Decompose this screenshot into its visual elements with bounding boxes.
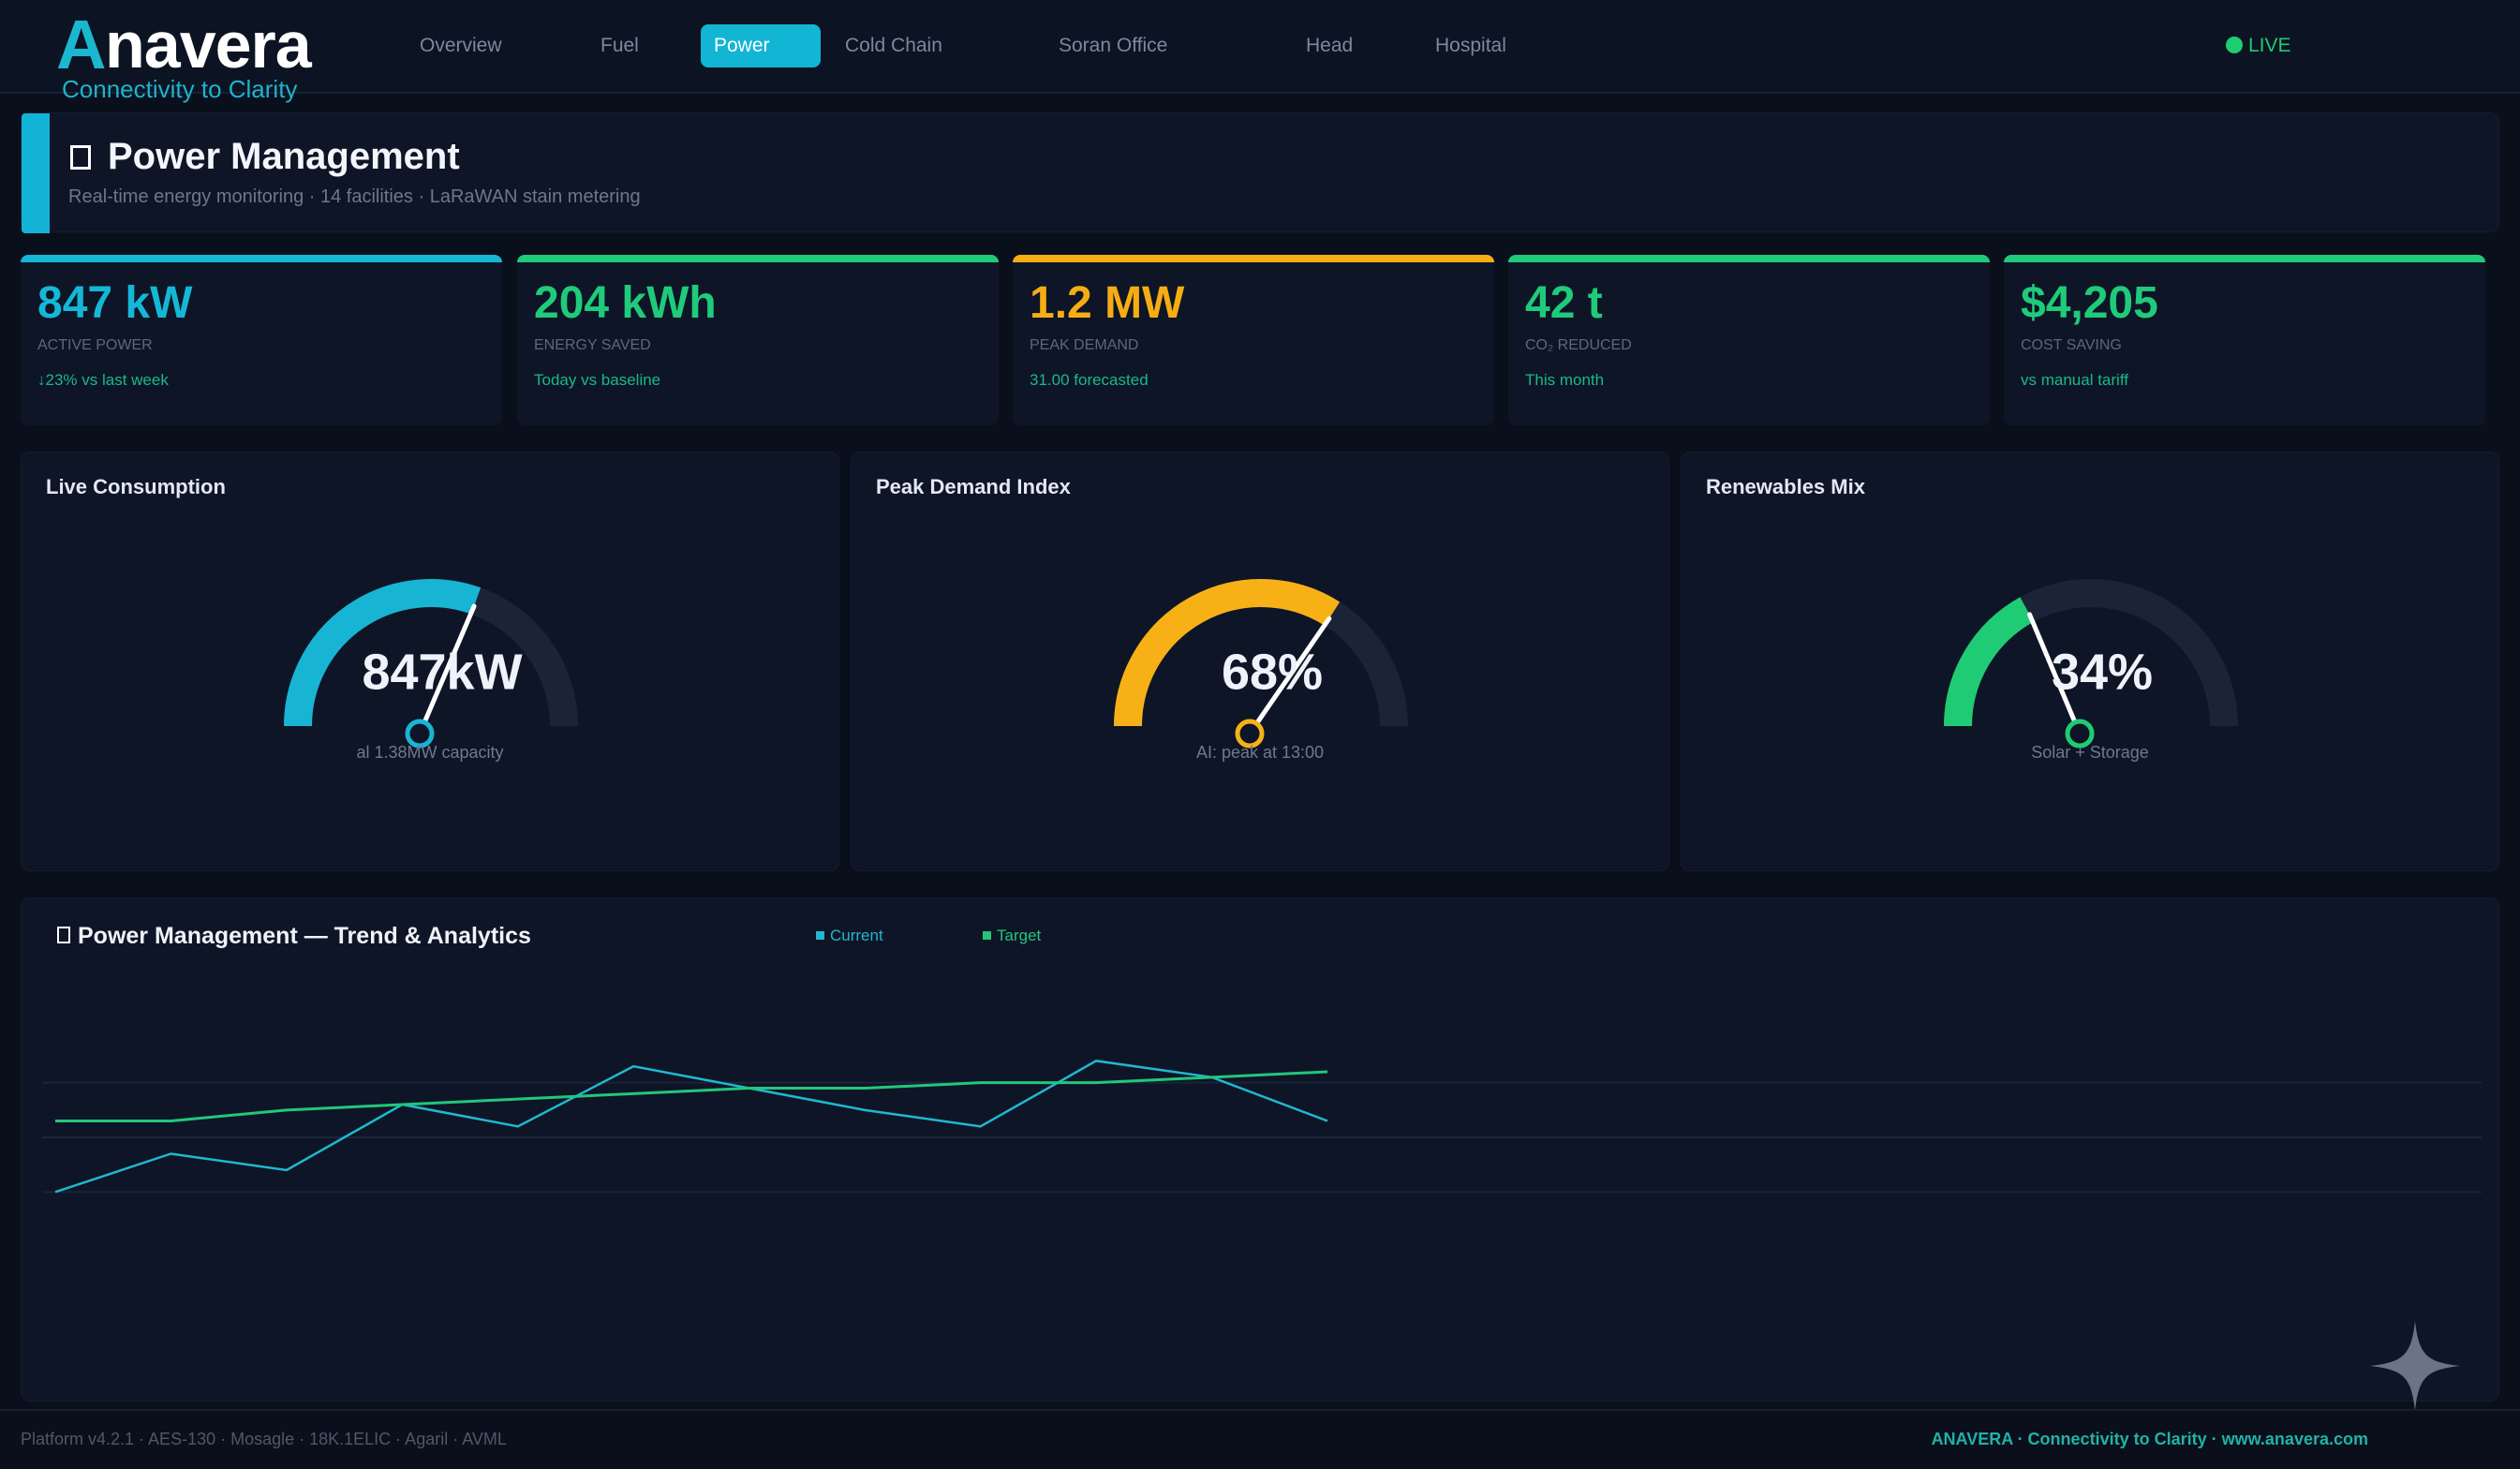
- panel-title: Renewables Mix: [1706, 475, 1865, 498]
- kpi-note: ↓23% vs last week: [37, 371, 169, 389]
- kpi-value: 204 kWh: [534, 278, 717, 328]
- logo-tagline: Connectivity to Clarity: [62, 75, 298, 103]
- nav-tab-soran-office[interactable]: Soran Office: [1059, 35, 1168, 56]
- kpi-note: Today vs baseline: [534, 371, 661, 389]
- gauge-value: 34%: [2052, 644, 2153, 700]
- legend-label: Current: [830, 927, 883, 944]
- kpi-note: vs manual tariff: [2021, 371, 2128, 389]
- kpi-label: ACTIVE POWER: [37, 337, 153, 353]
- nav-tab-head[interactable]: Head: [1306, 35, 1354, 56]
- gauge-needle: [417, 603, 477, 736]
- kpi-label: PEAK DEMAND: [1030, 337, 1139, 353]
- chart-title: Power Management — Trend & Analytics: [78, 923, 531, 949]
- header-accent-bar: [22, 113, 50, 233]
- gauge-needle: [2026, 612, 2083, 736]
- series-line-target: [55, 1070, 1328, 1122]
- kpi-accent-bar: [517, 255, 999, 262]
- gauge-pivot: [2065, 719, 2095, 749]
- page-header: Power Management Real-time energy monito…: [21, 112, 2499, 233]
- kpi-accent-bar: [1508, 255, 1990, 262]
- kpi-value: 42 t: [1525, 278, 1603, 328]
- gauge-caption: AI: peak at 13:00: [1195, 743, 1325, 762]
- kpi-accent-bar: [1013, 255, 1494, 262]
- gauge-needle: [1247, 616, 1332, 736]
- kpi-label: COST SAVING: [2021, 337, 2122, 353]
- gauge-panel-peak-demand: Peak Demand Index 68% AI: peak at 13:00: [851, 452, 1669, 871]
- logo-mark: A: [56, 6, 106, 83]
- gauge-caption: al 1.38MW capacity: [356, 743, 504, 762]
- gauge-live-consumption: 847kW: [284, 579, 578, 749]
- kpi-label: ENERGY SAVED: [534, 337, 651, 353]
- logo-wordmark: navera: [105, 8, 312, 82]
- kpi-note: This month: [1525, 371, 1605, 389]
- nav-tab-overview[interactable]: Overview: [420, 35, 502, 56]
- kpi-card-co2-reduced[interactable]: 42 t CO₂ REDUCED This month: [1508, 255, 1990, 425]
- legend-item-current[interactable]: Current: [816, 927, 883, 945]
- kpi-value: $4,205: [2021, 278, 2158, 328]
- placeholder-box-icon: [70, 145, 91, 170]
- page-title: Power Management: [108, 136, 460, 177]
- gauge-pivot: [1235, 719, 1265, 749]
- footer-brand-link[interactable]: ANAVERA · Connectivity to Clarity · www.…: [1931, 1430, 2368, 1448]
- kpi-value: 847 kW: [37, 278, 193, 328]
- nav-tab-cold-chain[interactable]: Cold Chain: [845, 35, 942, 56]
- gauge-value: 68%: [1222, 644, 1323, 700]
- nav-tab-hospital[interactable]: Hospital: [1435, 35, 1506, 56]
- anavera-logo[interactable]: A navera Connectivity to Clarity: [56, 6, 347, 103]
- kpi-label: CO₂ REDUCED: [1525, 337, 1632, 353]
- gauge-fill: [1944, 597, 2035, 727]
- top-nav-bar: A navera Connectivity to Clarity Overvie…: [0, 0, 2520, 103]
- legend-swatch: [816, 931, 824, 941]
- kpi-accent-bar: [2004, 255, 2485, 262]
- live-label: LIVE: [2248, 35, 2291, 56]
- legend-item-target[interactable]: Target: [983, 927, 1041, 945]
- gauge-pivot: [405, 719, 435, 749]
- live-status-indicator: LIVE: [2226, 34, 2291, 58]
- kpi-accent-bar: [21, 255, 502, 262]
- nav-tab-fuel[interactable]: Fuel: [600, 35, 639, 56]
- live-dot-icon: [2226, 36, 2243, 53]
- trend-line-chart: [42, 1060, 2482, 1194]
- kpi-value: 1.2 MW: [1030, 278, 1185, 328]
- gauge-panel-renewables-mix: Renewables Mix 34% Solar + Storage: [1681, 452, 2499, 871]
- footer: Platform v4.2.1 · AES-130 · Mosagle · 18…: [0, 1409, 2520, 1469]
- gauge-fill: [284, 579, 482, 727]
- legend-swatch: [983, 931, 991, 941]
- sparkle-icon: [2370, 1321, 2460, 1411]
- page-subtitle: Real-time energy monitoring · 14 facilit…: [68, 186, 641, 207]
- gauge-value: 847kW: [362, 644, 522, 700]
- footer-platform-info: Platform v4.2.1 · AES-130 · Mosagle · 18…: [21, 1430, 507, 1448]
- gauge-panel-live-consumption: Live Consumption 847kW al 1.38MW capacit…: [21, 452, 839, 871]
- nav-tab-power[interactable]: Power: [701, 24, 821, 67]
- kpi-card-peak-demand[interactable]: 1.2 MW PEAK DEMAND 31.00 forecasted: [1013, 255, 1494, 425]
- series-line-current: [54, 1060, 1328, 1194]
- trend-analytics-panel: Power Management — Trend & Analytics Cur…: [21, 898, 2499, 1402]
- gauge-renewables-mix: 34%: [1944, 579, 2238, 749]
- gauge-caption: Solar + Storage: [2031, 743, 2149, 762]
- kpi-note: 31.00 forecasted: [1030, 371, 1149, 389]
- legend-label: Target: [997, 927, 1042, 944]
- placeholder-box-icon: [57, 927, 70, 943]
- panel-title: Peak Demand Index: [876, 475, 1071, 498]
- gauge-fill: [1114, 579, 1341, 727]
- gauge-peak-demand: 68%: [1114, 579, 1408, 749]
- panel-title: Live Consumption: [46, 475, 226, 498]
- kpi-card-cost-saving[interactable]: $4,205 COST SAVING vs manual tariff: [2004, 255, 2485, 425]
- kpi-card-energy-saved[interactable]: 204 kWh ENERGY SAVED Today vs baseline: [517, 255, 999, 425]
- kpi-card-active-power[interactable]: 847 kW ACTIVE POWER ↓23% vs last week: [21, 255, 502, 425]
